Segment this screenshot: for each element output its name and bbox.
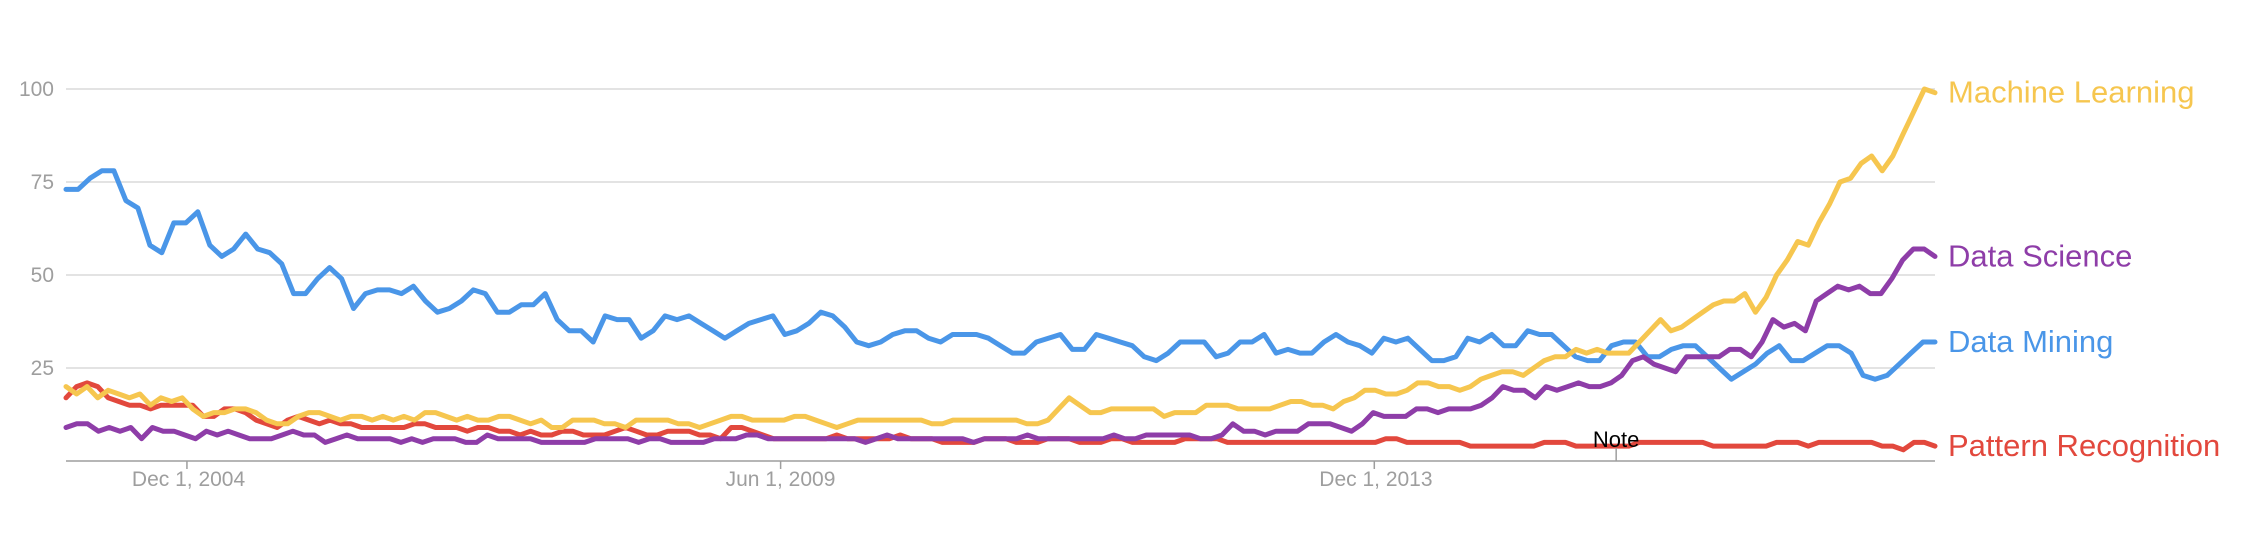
y-tick-label: 100 <box>19 78 54 101</box>
series-label-pattern-recognition: Pattern Recognition <box>1948 428 2220 463</box>
y-tick-label: 25 <box>31 357 54 380</box>
series-label-data-science: Data Science <box>1948 238 2132 273</box>
series-label-data-mining: Data Mining <box>1948 324 2113 359</box>
series-line-machine-learning <box>63 86 1938 430</box>
x-tick-label: Dec 1, 2013 <box>1319 468 1432 491</box>
x-tick-label: Jun 1, 2009 <box>726 468 836 491</box>
y-axis-ticks: 25 50 75 100 <box>19 78 54 380</box>
series-line-data-science <box>63 246 1938 445</box>
series-lines <box>63 86 1938 453</box>
x-axis: Dec 1, 2004 Jun 1, 2009 Dec 1, 2013 <box>66 460 1935 491</box>
y-tick-label: 75 <box>31 171 54 194</box>
y-tick-label: 50 <box>31 264 54 287</box>
x-tick-label: Dec 1, 2004 <box>132 468 246 491</box>
note-annotation[interactable]: Note <box>1593 427 1639 461</box>
series-labels: Pattern Recognition Data Mining Data Scien… <box>1948 75 2220 463</box>
series-label-machine-learning: Machine Learning <box>1948 75 2194 110</box>
note-label[interactable]: Note <box>1593 427 1639 452</box>
grid-lines <box>66 88 1935 369</box>
series-line-data-mining <box>63 168 1938 382</box>
